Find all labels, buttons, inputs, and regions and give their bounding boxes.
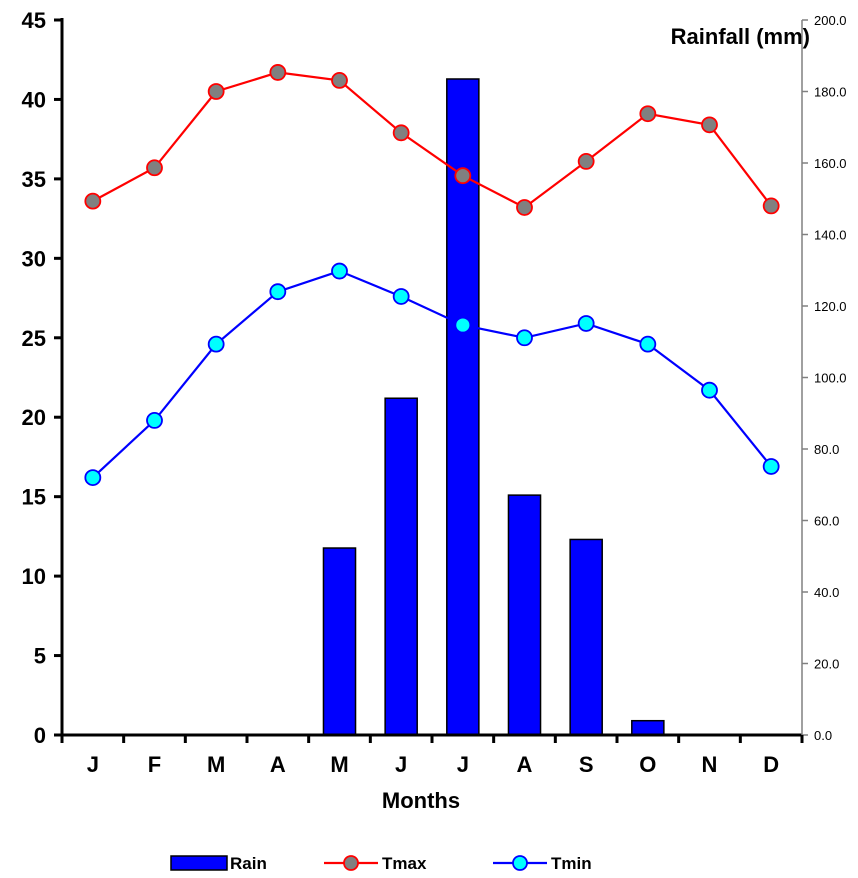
x-tick-label: M (330, 752, 348, 777)
right-tick-label: 200.0 (814, 13, 847, 28)
tmin-point (762, 458, 780, 475)
tmax-point (392, 124, 410, 142)
tmin-point (269, 283, 287, 301)
right-tick-label: 80.0 (814, 442, 839, 457)
legend-label-tmin: Tmin (551, 854, 592, 873)
left-tick-label: 15 (22, 485, 46, 510)
rain-bar (322, 547, 357, 736)
left-tick-label: 20 (22, 405, 46, 430)
left-tick-label: 30 (22, 246, 46, 271)
x-tick-label: N (702, 752, 718, 777)
tmin-point (454, 316, 472, 334)
x-tick-label: M (207, 752, 225, 777)
rain-bar (384, 397, 418, 736)
left-tick-label: 45 (22, 8, 46, 33)
tmax-point (207, 83, 225, 100)
tmax-line (92, 71, 773, 209)
right-tick-label: 20.0 (814, 657, 839, 672)
tmax-point (454, 167, 472, 185)
tmin-point (639, 335, 657, 353)
tmin-point (207, 335, 225, 353)
tmin-point (84, 469, 102, 487)
x-tick-label: A (270, 752, 286, 777)
tmin-point (392, 288, 410, 305)
tmin-point (146, 411, 163, 429)
tmax-point (146, 159, 163, 177)
right-tick-label: 40.0 (814, 585, 839, 600)
right-tick-label: 60.0 (814, 514, 839, 529)
axes (54, 18, 808, 743)
rain-bar (569, 538, 603, 736)
tmin-line (92, 269, 773, 479)
tmin-point (331, 262, 348, 280)
rain-bar (507, 494, 542, 736)
rain-bar (446, 78, 480, 736)
tmax-point (331, 71, 348, 89)
left-tick-label: 25 (22, 326, 46, 351)
legend-label-rain: Rain (230, 854, 267, 873)
right-tick-label: 180.0 (814, 85, 847, 100)
right-tick-label: 140.0 (814, 228, 847, 243)
right-tick-label: 120.0 (814, 299, 847, 314)
right-tick-label: 160.0 (814, 156, 847, 171)
tmax-point (762, 197, 780, 215)
x-tick-label: O (639, 752, 656, 777)
tmax-point (639, 105, 657, 123)
x-tick-label: J (395, 752, 407, 777)
legend-label-tmax: Tmax (382, 854, 427, 873)
tmin-point (577, 315, 595, 332)
legend-swatch-tmin-marker (512, 855, 528, 871)
temperature-lines (84, 64, 780, 487)
x-tick-label: S (579, 752, 594, 777)
legend: Rain Tmax Tmin (170, 854, 592, 873)
left-tick-label: 10 (22, 564, 46, 589)
left-tick-label: 40 (22, 87, 46, 112)
x-tick-label: D (763, 752, 779, 777)
tick-labels: 0 5 10 15 20 25 30 35 40 45 0.0 20.0 40.0 60.0 80.0 100… (22, 8, 847, 777)
tmax-point (269, 64, 287, 81)
tmax-point (577, 153, 595, 170)
rain-bars (322, 78, 665, 736)
x-tick-label: F (148, 752, 161, 777)
x-tick-label: A (517, 752, 533, 777)
legend-swatch-tmax-marker (343, 855, 359, 871)
tmin-point (701, 381, 718, 399)
tmax-point (516, 199, 533, 216)
right-axis-title: Rainfall (mm) (671, 24, 810, 49)
left-tick-label: 5 (34, 644, 46, 669)
rain-bar (631, 719, 665, 736)
right-tick-label: 100.0 (814, 371, 847, 386)
tmax-point (701, 116, 718, 134)
right-tick-label: 0.0 (814, 728, 832, 743)
tmin-point (516, 329, 533, 347)
legend-swatch-rain (170, 855, 228, 871)
x-tick-label: J (457, 752, 469, 777)
x-axis-title: Months (382, 788, 460, 813)
left-tick-label: 0 (34, 723, 46, 748)
tmax-point (84, 192, 102, 210)
left-tick-label: 35 (22, 167, 46, 192)
x-tick-label: J (87, 752, 99, 777)
